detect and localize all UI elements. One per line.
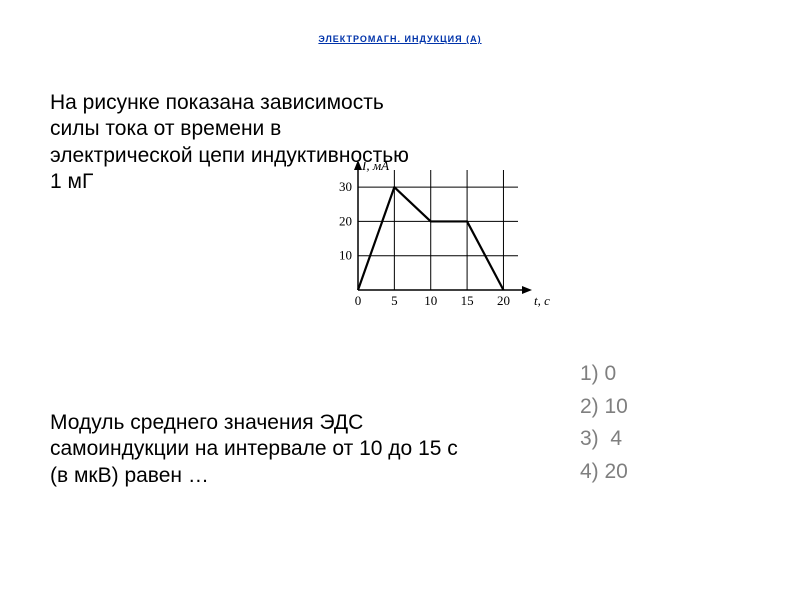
svg-text:I, мА: I, мА bbox=[361, 162, 389, 173]
answer-option-4: 4) 20 bbox=[580, 456, 628, 489]
svg-text:20: 20 bbox=[339, 213, 352, 228]
answer-option-1: 1) 0 bbox=[580, 358, 628, 391]
answer-options: 1) 0 2) 10 3) 4 4) 20 bbox=[580, 358, 628, 488]
svg-text:10: 10 bbox=[339, 248, 352, 263]
section-title: ЭЛЕКТРОМАГН. ИНДУКЦИЯ (А) bbox=[318, 34, 481, 44]
chart-svg: 0 5 10 15 20 10 20 30 I, мА t, с bbox=[320, 162, 552, 317]
answer-option-2: 2) 10 bbox=[580, 391, 628, 424]
current-vs-time-chart: 0 5 10 15 20 10 20 30 I, мА t, с bbox=[320, 162, 552, 322]
problem-statement-bottom: Модуль среднего значения ЭДС самоиндукци… bbox=[50, 410, 480, 489]
answer-option-3: 3) 4 bbox=[580, 423, 628, 456]
svg-text:10: 10 bbox=[424, 293, 437, 308]
svg-text:30: 30 bbox=[339, 179, 352, 194]
svg-text:0: 0 bbox=[355, 293, 362, 308]
svg-text:15: 15 bbox=[461, 293, 474, 308]
section-header: ЭЛЕКТРОМАГН. ИНДУКЦИЯ (А) bbox=[0, 34, 800, 44]
svg-text:20: 20 bbox=[497, 293, 510, 308]
svg-text:5: 5 bbox=[391, 293, 398, 308]
svg-text:t, с: t, с bbox=[534, 293, 550, 308]
